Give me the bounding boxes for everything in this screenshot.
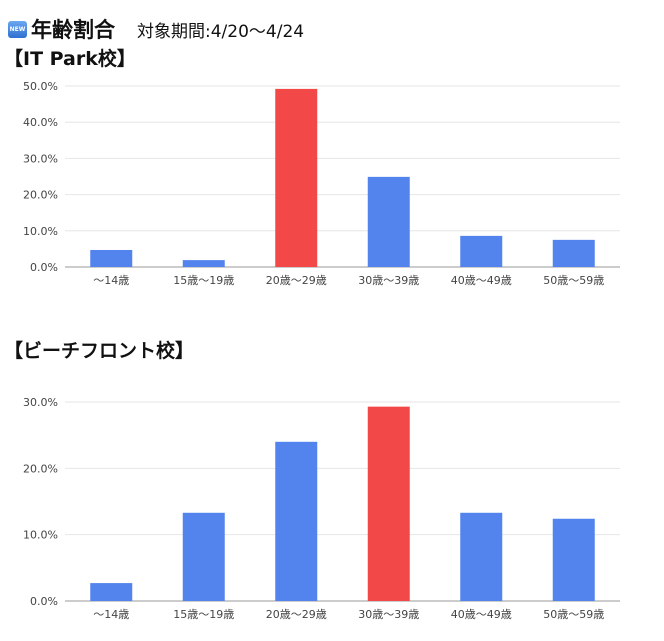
y-tick-label: 30.0%: [23, 152, 58, 165]
bar: [182, 260, 225, 267]
y-tick-label: 10.0%: [23, 529, 58, 542]
bar: [460, 235, 503, 267]
page-title: 年齢割合: [31, 18, 115, 42]
y-tick-label: 40.0%: [23, 116, 58, 129]
bar: [275, 88, 318, 267]
bar: [552, 518, 595, 601]
y-tick-label: 20.0%: [23, 189, 58, 202]
x-tick-label: 〜14歳: [93, 274, 129, 287]
x-tick-label: 20歳〜29歳: [266, 274, 327, 287]
bar: [367, 406, 410, 601]
chart-beachfront: 0.0% 10.0% 20.0% 30.0% 〜14歳 15歳〜19歳 20歳〜29歳 30歳…: [23, 396, 620, 621]
x-tick-label: 〜14歳: [93, 608, 129, 621]
bar: [90, 583, 133, 601]
x-tick-label: 50歳〜59歳: [543, 608, 604, 621]
chart-it-park: 0.0% 10.0% 20.0% 30.0% 40.0% 50.0% 〜14歳 15歳〜19歳…: [23, 80, 620, 287]
y-tick-label: 50.0%: [23, 80, 58, 93]
bar: [182, 512, 225, 601]
bar: [275, 441, 318, 601]
x-tick-label: 40歳〜49歳: [451, 608, 512, 621]
chart1-title: 【IT Park校】: [4, 48, 136, 70]
x-tick-label: 40歳〜49歳: [451, 274, 512, 287]
new-badge-icon: NEW: [8, 20, 27, 38]
x-tick-label: 30歳〜39歳: [358, 274, 419, 287]
chart2-title: 【ビーチフロント校】: [4, 340, 195, 362]
x-tick-label: 15歳〜19歳: [173, 274, 234, 287]
bar: [460, 512, 503, 601]
y-tick-label: 0.0%: [30, 595, 58, 608]
y-tick-label: 10.0%: [23, 225, 58, 238]
x-tick-label: 20歳〜29歳: [266, 608, 327, 621]
period-label: 対象期間:4/20〜4/24: [137, 21, 305, 42]
x-tick-label: 30歳〜39歳: [358, 608, 419, 621]
y-tick-label: 30.0%: [23, 396, 58, 409]
y-tick-label: 0.0%: [30, 261, 58, 274]
header: NEW 年齢割合 対象期間:4/20〜4/24: [8, 14, 304, 44]
bar: [552, 239, 595, 267]
x-tick-label: 50歳〜59歳: [543, 274, 604, 287]
y-tick-label: 20.0%: [23, 462, 58, 475]
x-tick-label: 15歳〜19歳: [173, 608, 234, 621]
bar: [367, 176, 410, 267]
bar: [90, 249, 133, 267]
